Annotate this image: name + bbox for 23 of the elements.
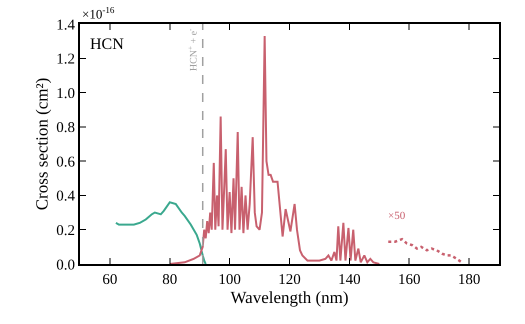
y-tick-label: 1.2	[56, 52, 75, 68]
y-axis-title: Cross section (cm²)	[32, 78, 52, 210]
text: ×10$^{-16}$	[82, 5, 115, 22]
y-tick-label: 0.0	[56, 257, 75, 274]
y-tick-label: 0.8	[56, 120, 75, 136]
x-tick-label: 60	[102, 272, 118, 288]
y-tick-label: 1.4	[56, 17, 76, 34]
y-tick-label: 0.4	[56, 188, 76, 205]
line-series	[387, 238, 463, 264]
x-tick-label: 180	[458, 272, 480, 288]
y-tick-label: 0.6	[56, 154, 76, 170]
x-tick-label: 80	[162, 272, 178, 288]
annotation: HCN	[90, 36, 124, 53]
x-tick-label: 160	[398, 272, 420, 288]
x-tick-label: 120	[278, 272, 301, 288]
annotation: ×50	[388, 210, 406, 222]
x-tick-label: 100	[218, 272, 241, 288]
y-tick-label: 0.2	[56, 222, 75, 239]
y-tick-label: 1.0	[56, 86, 75, 102]
x-tick-label: 140	[338, 272, 361, 288]
line-series	[168, 35, 380, 264]
line-series	[114, 201, 207, 264]
x-axis-title: Wavelength (nm)	[230, 288, 349, 307]
